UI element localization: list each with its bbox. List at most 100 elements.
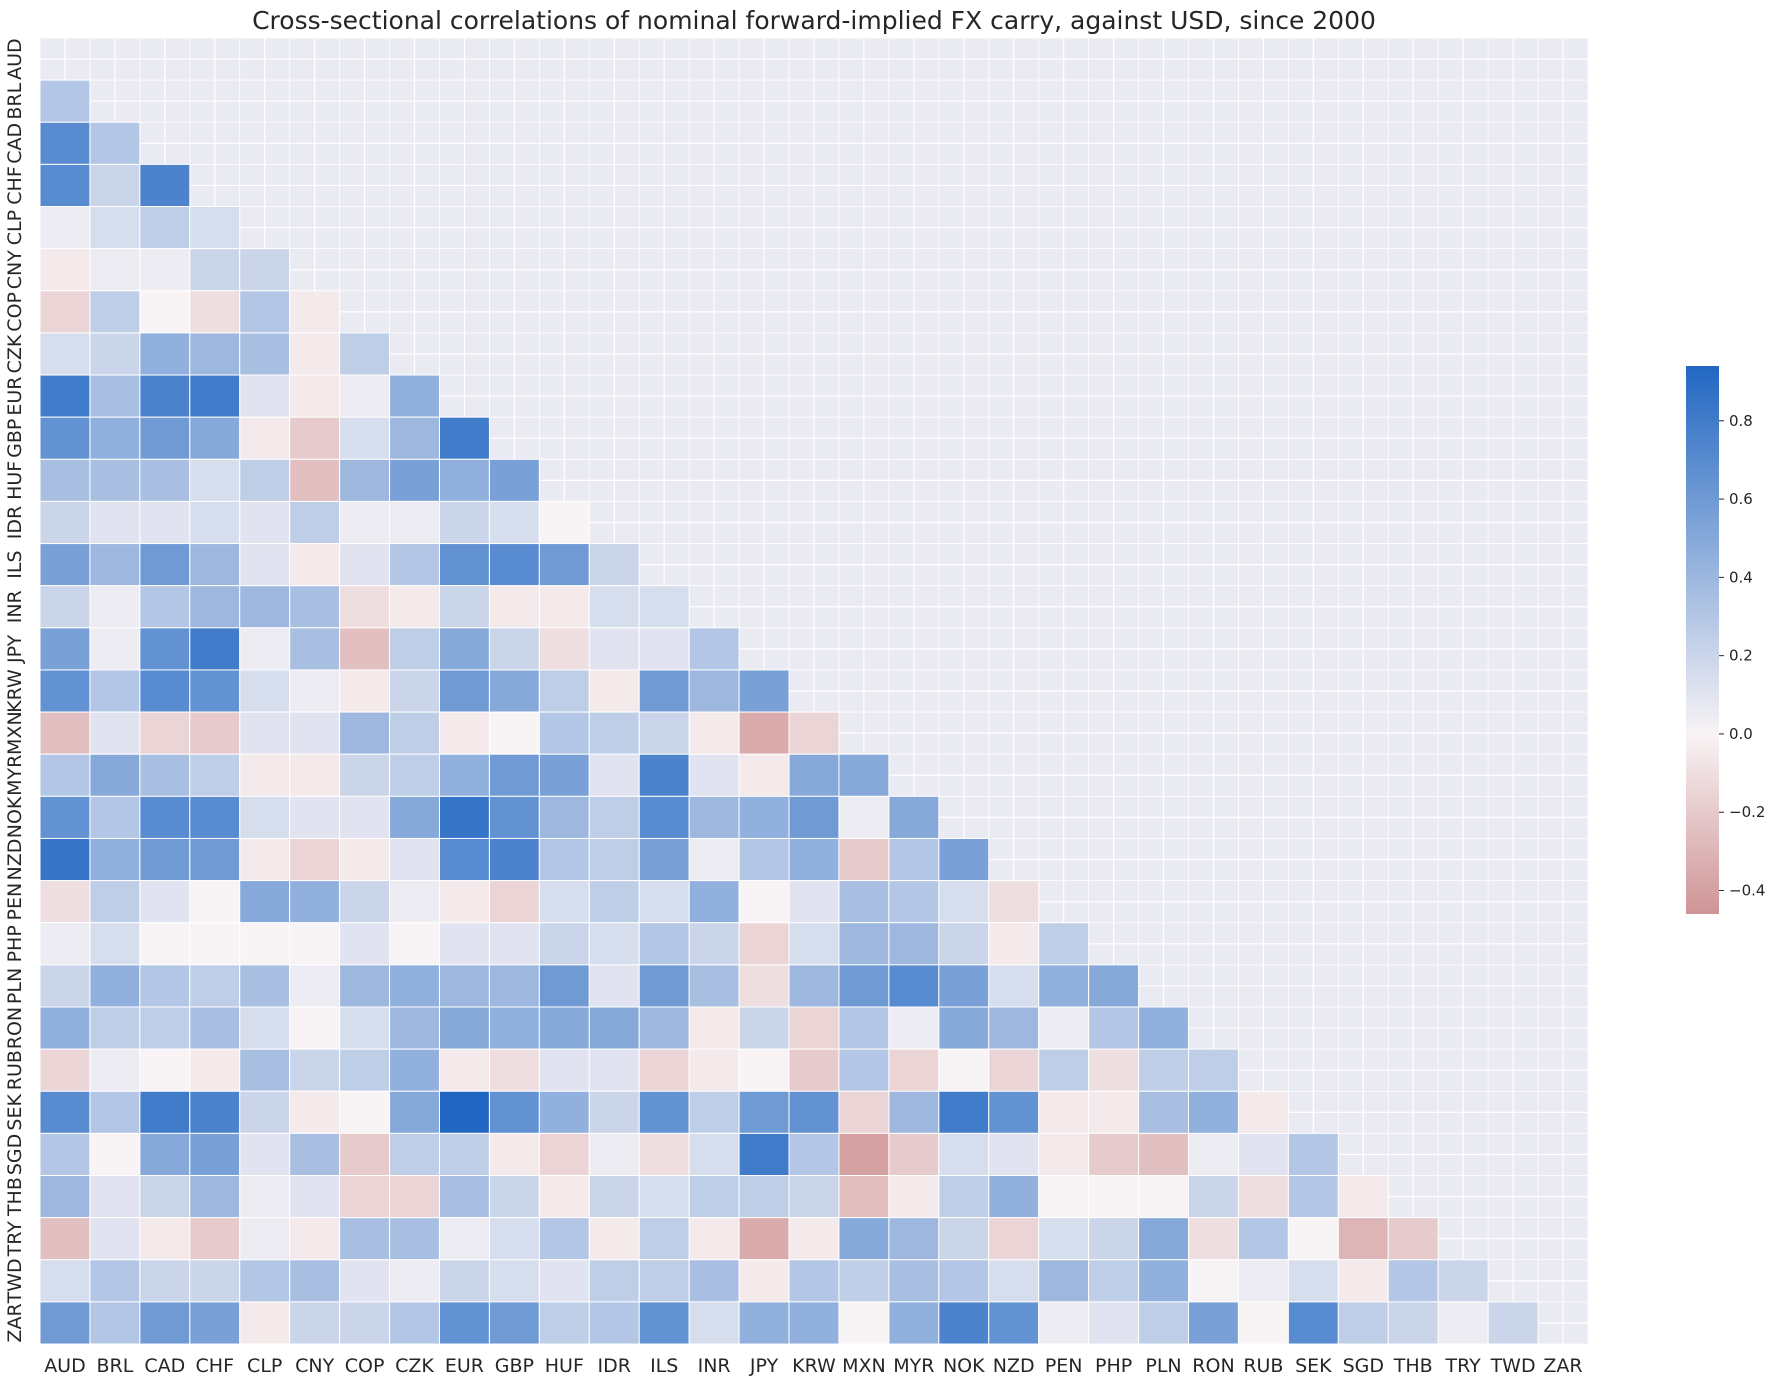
heatmap-cell-zar-krw	[788, 1301, 840, 1345]
heatmap-cell-ils-brl	[89, 543, 141, 587]
heatmap-cell-pln-aud	[39, 964, 91, 1008]
heatmap-cell-thb-rub	[1237, 1175, 1289, 1219]
heatmap-cell-pln-gbp	[488, 964, 540, 1008]
heatmap-cell-pln-myr	[888, 964, 940, 1008]
heatmap-cell-sek-cad	[139, 1090, 191, 1134]
y-tick-label-php: PHP	[4, 925, 26, 962]
heatmap-cell-ils-aud	[39, 543, 91, 587]
heatmap-cell-php-krw	[788, 922, 840, 966]
heatmap-cell-czk-cad	[139, 332, 191, 376]
heatmap-cell-try-nzd	[988, 1217, 1040, 1261]
heatmap-cell-try-jpy	[738, 1217, 790, 1261]
heatmap-cell-twd-krw	[788, 1259, 840, 1303]
heatmap-cell-try-idr	[588, 1217, 640, 1261]
heatmap-cell-sgd-sek	[1287, 1132, 1339, 1177]
heatmap-cell-nzd-cop	[339, 837, 391, 882]
heatmap-cell-huf-chf	[189, 458, 241, 502]
heatmap-cell-clp-cad	[139, 206, 191, 250]
heatmap-cell-myr-mxn	[838, 753, 890, 797]
heatmap-cell-ron-clp	[239, 1006, 291, 1050]
heatmap-cell-nok-cny	[289, 795, 341, 839]
heatmap-cell-sgd-cop	[339, 1132, 391, 1177]
heatmap-cell-ron-cop	[339, 1006, 391, 1050]
heatmap-cell-try-thb	[1387, 1217, 1439, 1261]
heatmap-cell-twd-cad	[139, 1259, 191, 1303]
heatmap-cell-idr-cad	[139, 500, 191, 545]
heatmap-cell-try-rub	[1237, 1217, 1289, 1261]
heatmap-cell-php-brl	[89, 922, 141, 966]
heatmap-cell-nzd-cad	[139, 837, 191, 882]
heatmap-cell-inr-chf	[189, 585, 241, 629]
heatmap-cell-zar-clp	[239, 1301, 291, 1345]
heatmap-cell-zar-inr	[688, 1301, 740, 1345]
heatmap-cell-myr-gbp	[488, 753, 540, 797]
y-tick-label-rub: RUB	[4, 1050, 26, 1090]
heatmap-cell-jpy-brl	[89, 627, 141, 671]
heatmap-cell-php-nzd	[988, 922, 1040, 966]
heatmap-cell-myr-inr	[688, 753, 740, 797]
heatmap-cell-ils-gbp	[488, 543, 540, 587]
x-tick-label-brl: BRL	[96, 1355, 133, 1377]
heatmap-cell-nok-cad	[139, 795, 191, 839]
heatmap-cell-ils-huf	[538, 543, 590, 587]
heatmap-cell-zar-nok	[938, 1301, 990, 1345]
heatmap-cell-eur-cad	[139, 374, 191, 418]
heatmap-cell-nzd-eur	[438, 837, 490, 882]
heatmap-cell-mxn-krw	[788, 711, 840, 755]
heatmap-cell-thb-aud	[39, 1175, 91, 1219]
heatmap-cell-thb-mxn	[838, 1175, 890, 1219]
x-tick-label-eur: EUR	[445, 1355, 484, 1377]
x-tick-label-myr: MYR	[893, 1355, 934, 1377]
heatmap-cell-ils-cny	[289, 543, 341, 587]
heatmap-cell-myr-jpy	[738, 753, 790, 797]
heatmap-cell-try-huf	[538, 1217, 590, 1261]
heatmap-cell-nzd-clp	[239, 837, 291, 882]
heatmap-cell-twd-ron	[1188, 1259, 1239, 1303]
heatmap-cell-pen-cop	[339, 880, 391, 924]
heatmap-cell-twd-sgd	[1337, 1259, 1389, 1303]
heatmap-cell-ron-jpy	[738, 1006, 790, 1050]
heatmap-cell-pln-nzd	[988, 964, 1040, 1008]
x-tick-label-thb: THB	[1393, 1355, 1433, 1377]
heatmap-cell-sek-jpy	[738, 1090, 790, 1134]
heatmap-cell-krw-czk	[389, 669, 440, 713]
heatmap-cell-myr-huf	[538, 753, 590, 797]
heatmap-cell-idr-eur	[438, 500, 490, 545]
heatmap-cell-rub-cny	[289, 1048, 341, 1092]
heatmap-cell-sek-nok	[938, 1090, 990, 1134]
heatmap-cell-czk-clp	[239, 332, 291, 376]
x-tick-label-clp: CLP	[247, 1355, 282, 1377]
heatmap-cell-chf-brl	[89, 163, 141, 208]
heatmap-cell-myr-ils	[638, 753, 690, 797]
heatmap-cell-ils-eur	[438, 543, 490, 587]
heatmap-cell-php-chf	[189, 922, 241, 966]
heatmap-cell-rub-jpy	[738, 1048, 790, 1092]
heatmap-cell-sgd-mxn	[838, 1132, 890, 1177]
x-tick-label-ron: RON	[1192, 1355, 1234, 1377]
x-tick-label-czk: CZK	[395, 1355, 434, 1377]
heatmap-cell-rub-mxn	[838, 1048, 890, 1092]
x-tick-label-sek: SEK	[1295, 1355, 1332, 1377]
y-tick-label-cad: CAD	[4, 123, 26, 164]
heatmap-cell-nzd-nok	[938, 837, 990, 882]
y-tick-label-cop: COP	[4, 292, 26, 332]
heatmap-cell-zar-mxn	[838, 1301, 890, 1345]
heatmap-cell-thb-pen	[1038, 1175, 1090, 1219]
heatmap-cell-rub-huf	[538, 1048, 590, 1092]
heatmap-cell-sek-chf	[189, 1090, 241, 1134]
heatmap-cell-nzd-brl	[89, 837, 141, 882]
heatmap-cell-nok-clp	[239, 795, 291, 839]
heatmap-cell-sgd-cny	[289, 1132, 341, 1177]
heatmap-cell-thb-cny	[289, 1175, 341, 1219]
heatmap-cell-zar-thb	[1387, 1301, 1439, 1345]
heatmap-cell-eur-brl	[89, 374, 141, 418]
heatmap-cell-huf-cad	[139, 458, 191, 502]
heatmap-cell-sgd-eur	[438, 1132, 490, 1177]
x-tick-label-pen: PEN	[1045, 1355, 1083, 1377]
heatmap-cell-inr-aud	[39, 585, 91, 629]
heatmap-cell-mxn-chf	[189, 711, 241, 755]
heatmap-cell-cny-brl	[89, 248, 141, 292]
heatmap-cell-zar-php	[1088, 1301, 1140, 1345]
y-tick-label-ils: ILS	[4, 551, 26, 579]
heatmap-cell-clp-brl	[89, 206, 141, 250]
